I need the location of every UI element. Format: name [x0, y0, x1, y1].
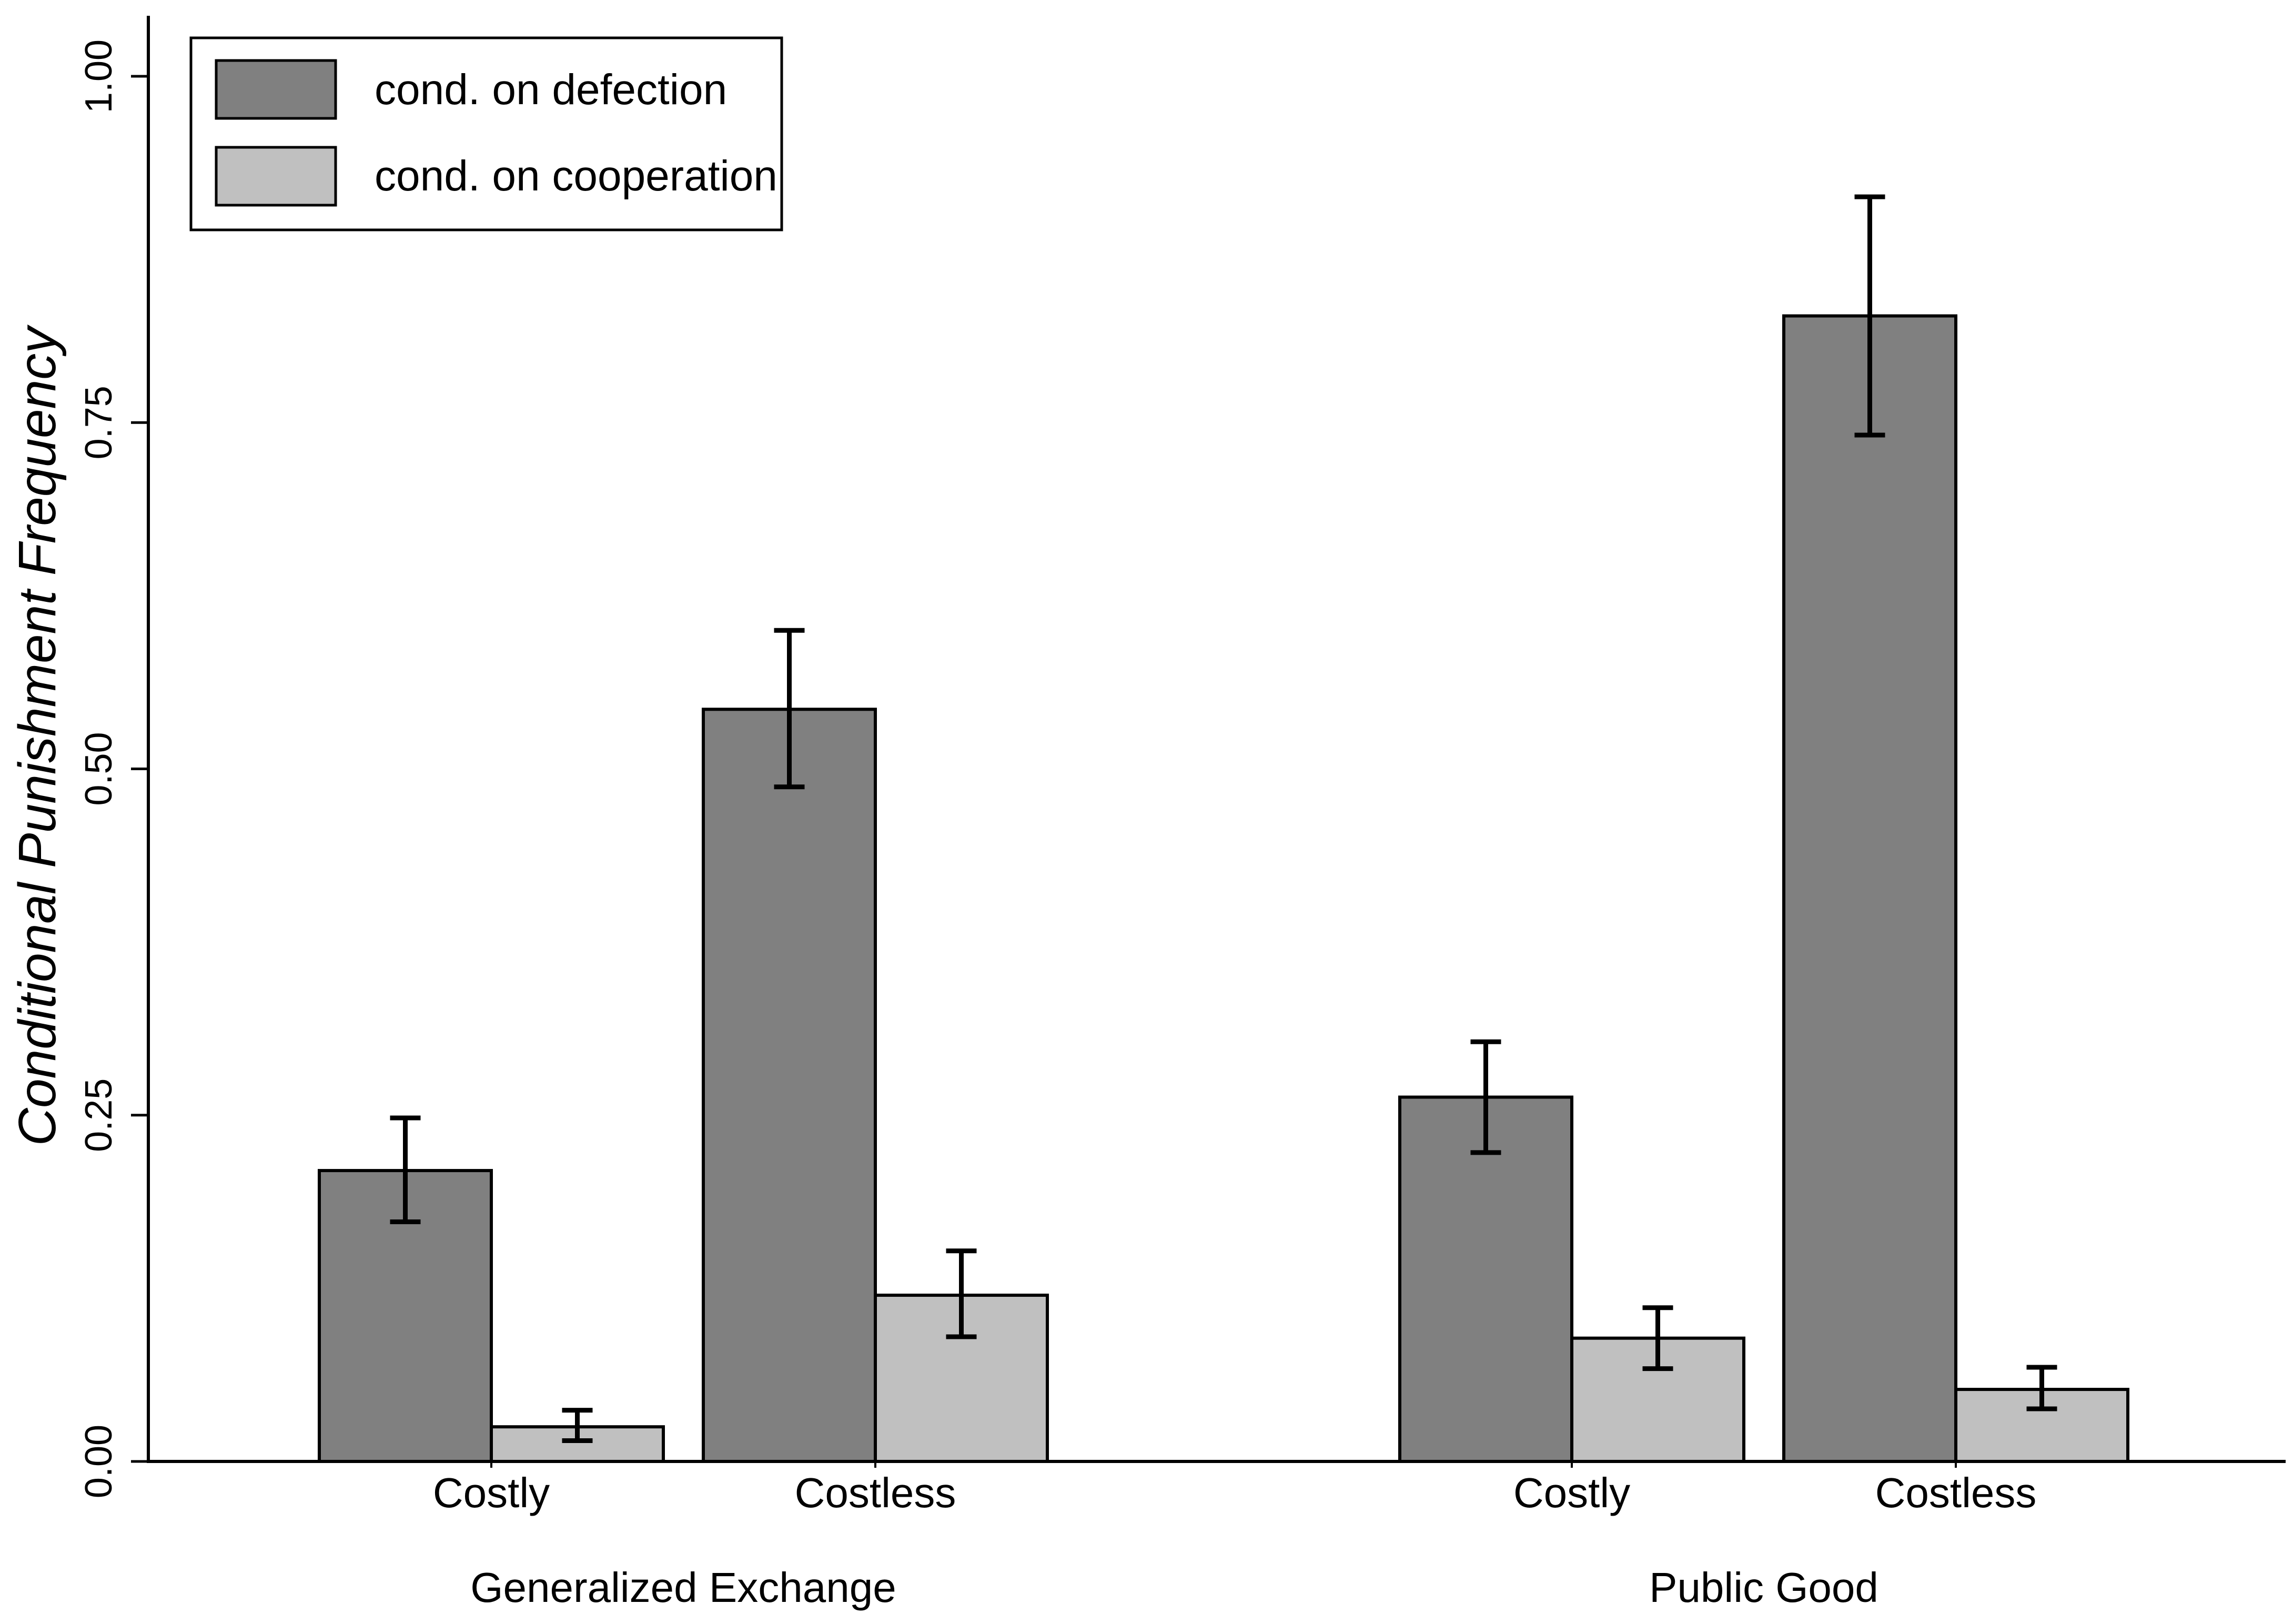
legend: cond. on defection cond. on cooperation	[189, 36, 783, 231]
legend-label-cooperation: cond. on cooperation	[375, 152, 777, 200]
y-tick-label: 1.00	[78, 39, 120, 113]
x-group-label: Public Good	[1649, 1564, 1878, 1611]
legend-swatch-cooperation	[215, 146, 337, 207]
x-labels: Costly Costless Generalized Exchange Costly…	[433, 1461, 2037, 1611]
bar-defection	[702, 708, 877, 1463]
y-ticks: 0.00 0.25 0.50 0.75 1.00	[78, 39, 148, 1498]
bars	[318, 314, 2129, 1464]
bar-defection	[1782, 314, 1957, 1463]
y-tick-label: 0.75	[78, 386, 120, 459]
x-category-label: Costly	[1513, 1469, 1630, 1516]
x-category-label: Costless	[795, 1469, 956, 1516]
y-tick-label: 0.50	[78, 732, 120, 805]
error-bars	[390, 194, 2057, 1444]
y-axis-label: Conditional Punishment Frequency	[8, 324, 67, 1146]
x-category-label: Costless	[1875, 1469, 2037, 1516]
y-tick-label: 0.25	[78, 1078, 120, 1152]
legend-label-defection: cond. on defection	[375, 66, 727, 114]
y-tick-label: 0.00	[78, 1425, 120, 1498]
x-category-label: Costly	[433, 1469, 550, 1516]
legend-swatch-defection	[215, 59, 337, 120]
bar-defection	[1398, 1095, 1573, 1463]
x-group-label: Generalized Exchange	[470, 1564, 896, 1611]
